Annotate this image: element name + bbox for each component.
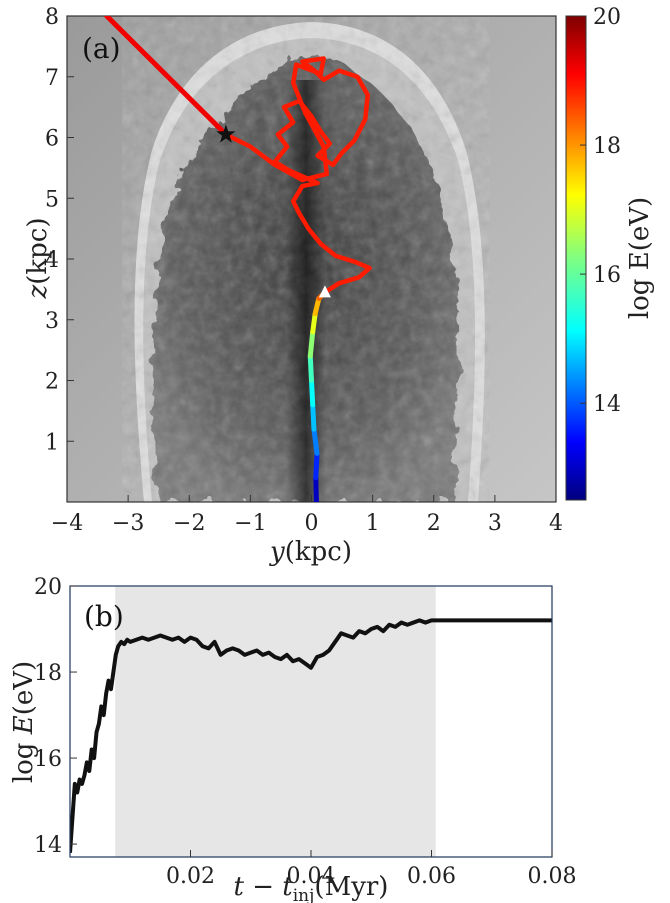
y-tick-label-b: 18 [34,661,62,686]
colorbar-tick-label: 16 [593,263,621,288]
panel-label-b: (b) [84,600,124,633]
jet-axis [286,80,326,502]
y-tick-label-a: 7 [45,66,59,91]
jet-trajectory-segment [307,353,314,383]
y-tick-label-a: 1 [45,430,59,455]
jet-trajectory-segment [313,450,320,481]
escape-star-marker [216,124,236,143]
x-tick-label-b: 0.06 [407,864,456,889]
jet-trajectory-segment [311,426,320,456]
y-axis-label-a: z(kpc) [23,218,53,300]
x-tick-label-b: 0.02 [166,864,215,889]
x-tick-label-a: −2 [173,511,205,536]
injection-marker [318,285,331,298]
y-tick-label-a: 3 [45,309,59,334]
axes-b: 0.02 0.04 0.06 0.08 14 16 18 20 [34,575,576,889]
y-tick-label-b: 16 [34,747,62,772]
x-axis-label-b: t − tinj(Myr) [234,872,389,903]
colorbar-tick-label: 18 [593,134,621,159]
jet-trajectory-segment [309,378,316,408]
x-axis-label-a: y(kpc) [269,537,352,567]
colorbar-label: log E(eV) [625,197,655,319]
y-tick-label-a: 5 [45,187,59,212]
x-tick-label-b: 0.08 [528,864,577,889]
x-tick-label-a: 0 [305,511,319,536]
jet-trajectory-segment [307,329,316,359]
colorbar-tick-label: 20 [593,5,621,30]
y-tick-label-a: 4 [45,248,59,273]
colorbar [565,15,587,501]
jet-trajectory-segment [310,402,317,432]
trajectory [104,16,372,502]
y-tick-label-a: 2 [45,370,59,395]
axes-a: −4 −3 −2 −1 0 1 2 3 4 1 2 3 4 5 6 7 8 [45,5,563,536]
density-map [67,16,556,502]
x-tick-label-a: 4 [549,511,563,536]
x-tick-label-a: 1 [366,511,380,536]
y-tick-label-a: 8 [45,5,59,30]
jet-trajectory-segment [310,311,318,335]
energy-series [70,618,552,853]
y-tick-label-b: 20 [34,575,62,600]
wander-trajectory [223,56,372,295]
x-tick-label-b: 0.04 [287,864,336,889]
x-tick-label-a: −1 [234,511,266,536]
colorbar-ticks: 14 16 18 20 [580,5,621,417]
y-tick-label-a: 6 [45,127,59,152]
panel-label-a: (a) [82,32,121,65]
energy-line [70,618,552,853]
jet-trajectory-segment [312,295,322,317]
x-tick-label-a: −4 [51,511,83,536]
x-tick-label-a: −3 [112,511,144,536]
escape-trajectory [104,16,229,137]
y-tick-label-b: 14 [34,833,62,858]
panel-b: 0.02 0.04 0.06 0.08 14 16 18 20 (b) t − tinj(My… [9,575,576,903]
y-axis-label-b: log E(eV) [9,661,39,783]
x-tick-label-a: 2 [427,511,441,536]
colorbar-tick-label: 14 [593,392,621,417]
x-tick-label-a: 3 [488,511,502,536]
jet-trajectory-segment [313,475,319,502]
